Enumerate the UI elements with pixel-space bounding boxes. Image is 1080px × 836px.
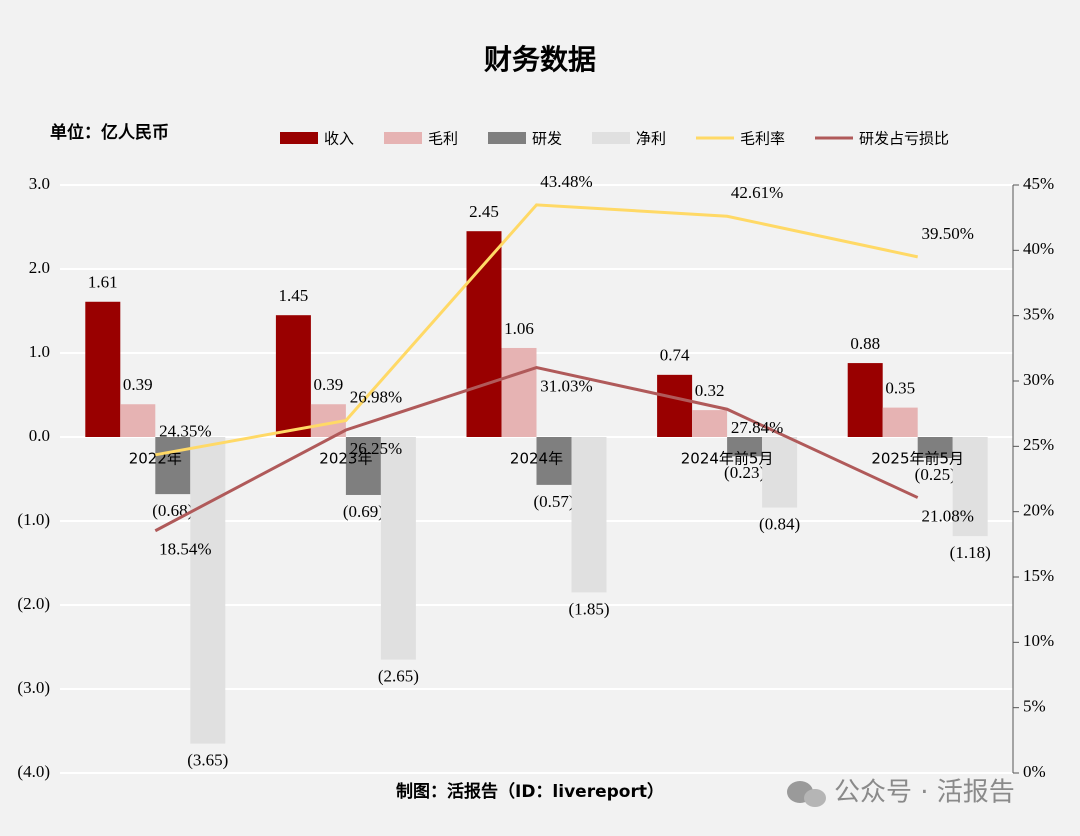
data-label: 0.39 — [314, 375, 344, 394]
data-label: 0.74 — [660, 346, 690, 365]
legend-swatch — [592, 132, 630, 144]
data-label: 18.54% — [159, 540, 211, 559]
y2-tick-label: 20% — [1023, 501, 1054, 520]
data-label: 27.84% — [731, 418, 783, 437]
line — [155, 203, 919, 457]
data-label: (1.18) — [950, 543, 991, 562]
x-tick-label: 2023年 — [319, 450, 372, 468]
data-label: (1.85) — [568, 599, 609, 618]
y-tick-label: 3.0 — [29, 174, 50, 193]
y-tick-label: (3.0) — [17, 678, 50, 697]
data-label: (3.65) — [187, 751, 228, 770]
bar — [952, 437, 988, 537]
data-label: 39.50% — [921, 224, 973, 243]
bar — [85, 301, 121, 437]
bar — [190, 437, 226, 744]
bar — [571, 437, 607, 593]
y2-tick-label: 35% — [1023, 305, 1054, 324]
y2-tick-label: 30% — [1023, 370, 1054, 389]
watermark: 公众号 · 活报告 — [834, 778, 1015, 808]
data-label: 1.45 — [279, 286, 309, 305]
legend-label: 毛利率 — [740, 130, 785, 148]
legend-swatch — [384, 132, 422, 144]
data-label: (0.68) — [152, 501, 193, 520]
data-label: (0.69) — [343, 502, 384, 521]
y2-tick-label: 45% — [1023, 174, 1054, 193]
bar — [275, 315, 311, 437]
bar — [847, 363, 883, 437]
x-tick-label: 2025年前5月 — [871, 450, 964, 468]
data-label: 0.88 — [850, 334, 880, 353]
x-tick-label: 2024年 — [510, 450, 563, 468]
data-label: 24.35% — [159, 422, 211, 441]
legend-label: 研发占亏损比 — [859, 130, 949, 148]
chart-title: 财务数据 — [484, 43, 596, 76]
data-label: 42.61% — [731, 183, 783, 202]
data-label: 0.32 — [695, 381, 725, 400]
watermark-icon — [787, 781, 826, 807]
bar — [155, 437, 191, 495]
y-tick-label: (4.0) — [17, 762, 50, 781]
bar — [917, 437, 953, 458]
y-tick-label: 2.0 — [29, 258, 50, 277]
bar — [536, 437, 572, 485]
legend-label: 收入 — [324, 130, 354, 148]
y2-tick-label: 15% — [1023, 566, 1054, 585]
legend-swatch — [488, 132, 526, 144]
x-tick-label: 2024年前5月 — [681, 450, 774, 468]
data-label: 26.25% — [350, 439, 402, 458]
unit-label: 单位：亿人民币 — [50, 122, 169, 143]
data-label: 0.35 — [885, 379, 915, 398]
bar — [345, 437, 381, 495]
y2-tick-label: 25% — [1023, 435, 1054, 454]
data-label: (0.25) — [915, 465, 956, 484]
line — [154, 365, 919, 533]
legend-label: 毛利 — [428, 130, 458, 148]
data-label: 26.98% — [350, 387, 402, 406]
bar — [692, 410, 728, 437]
y-tick-label: 0.0 — [29, 426, 50, 445]
bar — [501, 347, 537, 437]
bar — [727, 437, 763, 457]
data-label: 1.61 — [88, 273, 118, 292]
x-tick-label: 2022年 — [129, 450, 182, 468]
data-label: 21.08% — [921, 506, 973, 525]
bar — [762, 437, 798, 508]
data-label: 0.39 — [123, 375, 153, 394]
y2-tick-label: 40% — [1023, 239, 1054, 258]
legend-label: 净利 — [636, 130, 666, 148]
data-label: (0.84) — [759, 514, 800, 533]
y-tick-label: (1.0) — [17, 510, 50, 529]
y-tick-label: (2.0) — [17, 594, 50, 613]
y-tick-label: 1.0 — [29, 342, 50, 361]
data-label: 2.45 — [469, 202, 499, 221]
data-label: (0.57) — [533, 492, 574, 511]
y2-tick-label: 0% — [1023, 762, 1046, 781]
y2-tick-label: 10% — [1023, 631, 1054, 650]
bar — [882, 407, 918, 437]
bar — [657, 374, 693, 437]
data-label: 1.06 — [504, 319, 534, 338]
data-label: 31.03% — [540, 376, 592, 395]
data-label: (2.65) — [378, 667, 419, 686]
bar — [120, 404, 156, 437]
source: 制图：活报告（ID：livereport） — [396, 781, 664, 802]
legend-swatch — [280, 132, 318, 144]
bar — [380, 437, 416, 660]
data-label: 43.48% — [540, 172, 592, 191]
y2-tick-label: 5% — [1023, 697, 1046, 716]
legend-label: 研发 — [532, 130, 562, 148]
data-label: (0.23) — [724, 463, 765, 482]
